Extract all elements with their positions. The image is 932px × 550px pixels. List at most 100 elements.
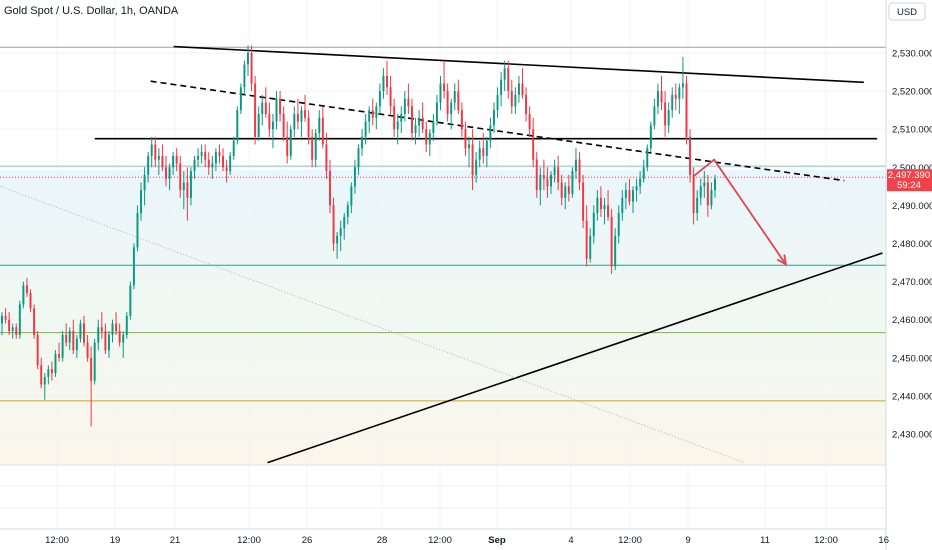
- time-tick-label[interactable]: 12:00: [618, 535, 642, 546]
- candle: [517, 75, 520, 103]
- candle: [150, 136, 153, 168]
- price-tick-label[interactable]: 2,480.000: [892, 239, 932, 250]
- time-tick-label[interactable]: 12:00: [237, 535, 261, 546]
- bar-countdown: 59:24: [897, 180, 921, 191]
- candle-body: [311, 136, 314, 160]
- candle-body: [357, 148, 360, 168]
- candle: [403, 91, 406, 122]
- candle-body: [425, 129, 428, 145]
- candle-body: [607, 205, 610, 217]
- candle-body: [703, 182, 706, 187]
- time-tick-label[interactable]: 28: [377, 535, 388, 546]
- candle-body: [111, 323, 114, 335]
- time-tick-label[interactable]: 16: [878, 535, 889, 546]
- price-tick-label[interactable]: 2,470.000: [892, 277, 932, 288]
- price-tick-label[interactable]: 2,530.000: [892, 49, 932, 60]
- price-tick-label[interactable]: 2,500.000: [892, 163, 932, 174]
- candle-body: [168, 167, 171, 179]
- candle: [214, 148, 217, 172]
- candle-body: [478, 148, 481, 160]
- candle-body: [61, 334, 64, 358]
- price-axis[interactable]: 2,530.000 2,520.000 2,510.000 2,500.000 2,49…: [892, 49, 932, 441]
- candle: [714, 174, 716, 198]
- currency-box[interactable]: [888, 2, 926, 21]
- trend-line-dotted-decline: [0, 185, 745, 464]
- candle: [83, 315, 85, 347]
- candle: [674, 83, 677, 111]
- candle: [193, 155, 196, 179]
- candle-body: [207, 159, 210, 168]
- candle-body: [453, 91, 456, 103]
- candle-body: [200, 152, 203, 156]
- time-axis[interactable]: 12:00 19 21 12:00 26 28 12:00 Sep 4 12:00 9 11 12:00…: [45, 535, 889, 546]
- price-tick-label[interactable]: 2,450.000: [892, 353, 932, 364]
- candle-body: [175, 155, 178, 164]
- candle: [596, 190, 599, 221]
- candle: [649, 121, 652, 153]
- candle-body: [68, 331, 71, 343]
- time-tick-label[interactable]: 11: [760, 535, 770, 546]
- candle-body: [646, 148, 649, 168]
- candle: [186, 167, 189, 221]
- candle: [132, 243, 135, 290]
- candle-body: [589, 235, 592, 259]
- time-tick-label[interactable]: 12:00: [428, 535, 452, 546]
- candle-body: [271, 121, 274, 130]
- candle-body: [507, 68, 510, 92]
- candle-body: [104, 331, 107, 351]
- candle: [289, 125, 292, 160]
- candle-body: [343, 216, 346, 229]
- candle-body: [307, 117, 310, 137]
- candle-body: [90, 357, 93, 381]
- candle-body: [564, 186, 567, 198]
- time-tick-label[interactable]: 12:00: [45, 535, 69, 546]
- price-tick-label[interactable]: 2,430.000: [892, 430, 932, 441]
- candle: [247, 45, 249, 76]
- time-tick-label[interactable]: 9: [685, 535, 690, 546]
- candle: [179, 155, 182, 198]
- currency-selector[interactable]: USD: [888, 2, 926, 21]
- candle: [154, 136, 157, 168]
- candle-body: [150, 144, 153, 156]
- chart-title: Gold Spot / U.S. Dollar, 1h, OANDA: [4, 5, 179, 17]
- candle: [699, 178, 702, 206]
- candle: [428, 129, 431, 156]
- time-tick-label[interactable]: 21: [170, 535, 181, 546]
- trend-line-upper-resistance: [173, 45, 864, 84]
- time-tick-label[interactable]: 4: [568, 535, 573, 546]
- candle: [36, 331, 39, 370]
- price-tick-label[interactable]: 2,520.000: [892, 87, 932, 98]
- candle-body: [410, 106, 413, 134]
- time-tick-label[interactable]: 26: [302, 535, 313, 546]
- time-tick-label[interactable]: 12:00: [814, 535, 838, 546]
- candle: [592, 205, 595, 244]
- time-tick-label[interactable]: 19: [110, 535, 121, 546]
- candle: [222, 148, 225, 172]
- candle: [65, 323, 68, 347]
- price-tick-label[interactable]: 2,490.000: [892, 201, 932, 212]
- candle: [61, 331, 64, 362]
- candle-body: [414, 125, 417, 134]
- candle: [68, 327, 71, 351]
- candle-body: [332, 205, 335, 244]
- candle: [564, 182, 567, 210]
- candle: [521, 68, 524, 99]
- currency-label[interactable]: USD: [897, 7, 917, 18]
- price-tick-label[interactable]: 2,440.000: [892, 391, 932, 402]
- candle: [443, 60, 446, 99]
- candle-body: [29, 293, 32, 309]
- candle: [542, 159, 545, 191]
- candle-body: [396, 121, 399, 130]
- candle: [400, 106, 403, 134]
- candle-body: [107, 334, 110, 351]
- price-tick-label[interactable]: 2,460.000: [892, 315, 932, 326]
- price-tick-label[interactable]: 2,510.000: [892, 125, 932, 136]
- candle: [371, 98, 374, 126]
- candle: [525, 87, 528, 122]
- candle: [350, 182, 353, 214]
- candle-body: [293, 113, 296, 130]
- time-tick-label[interactable]: Sep: [488, 535, 506, 546]
- candle-body: [147, 155, 150, 175]
